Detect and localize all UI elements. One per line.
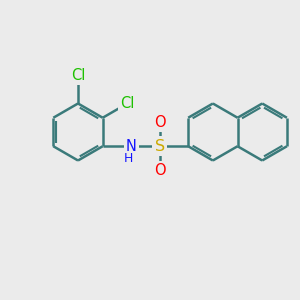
Text: Cl: Cl <box>120 96 135 111</box>
Text: O: O <box>154 115 166 130</box>
Text: S: S <box>154 139 165 154</box>
Text: H: H <box>124 152 133 165</box>
Text: N: N <box>126 139 136 154</box>
Text: Cl: Cl <box>71 68 85 82</box>
Text: O: O <box>154 163 166 178</box>
